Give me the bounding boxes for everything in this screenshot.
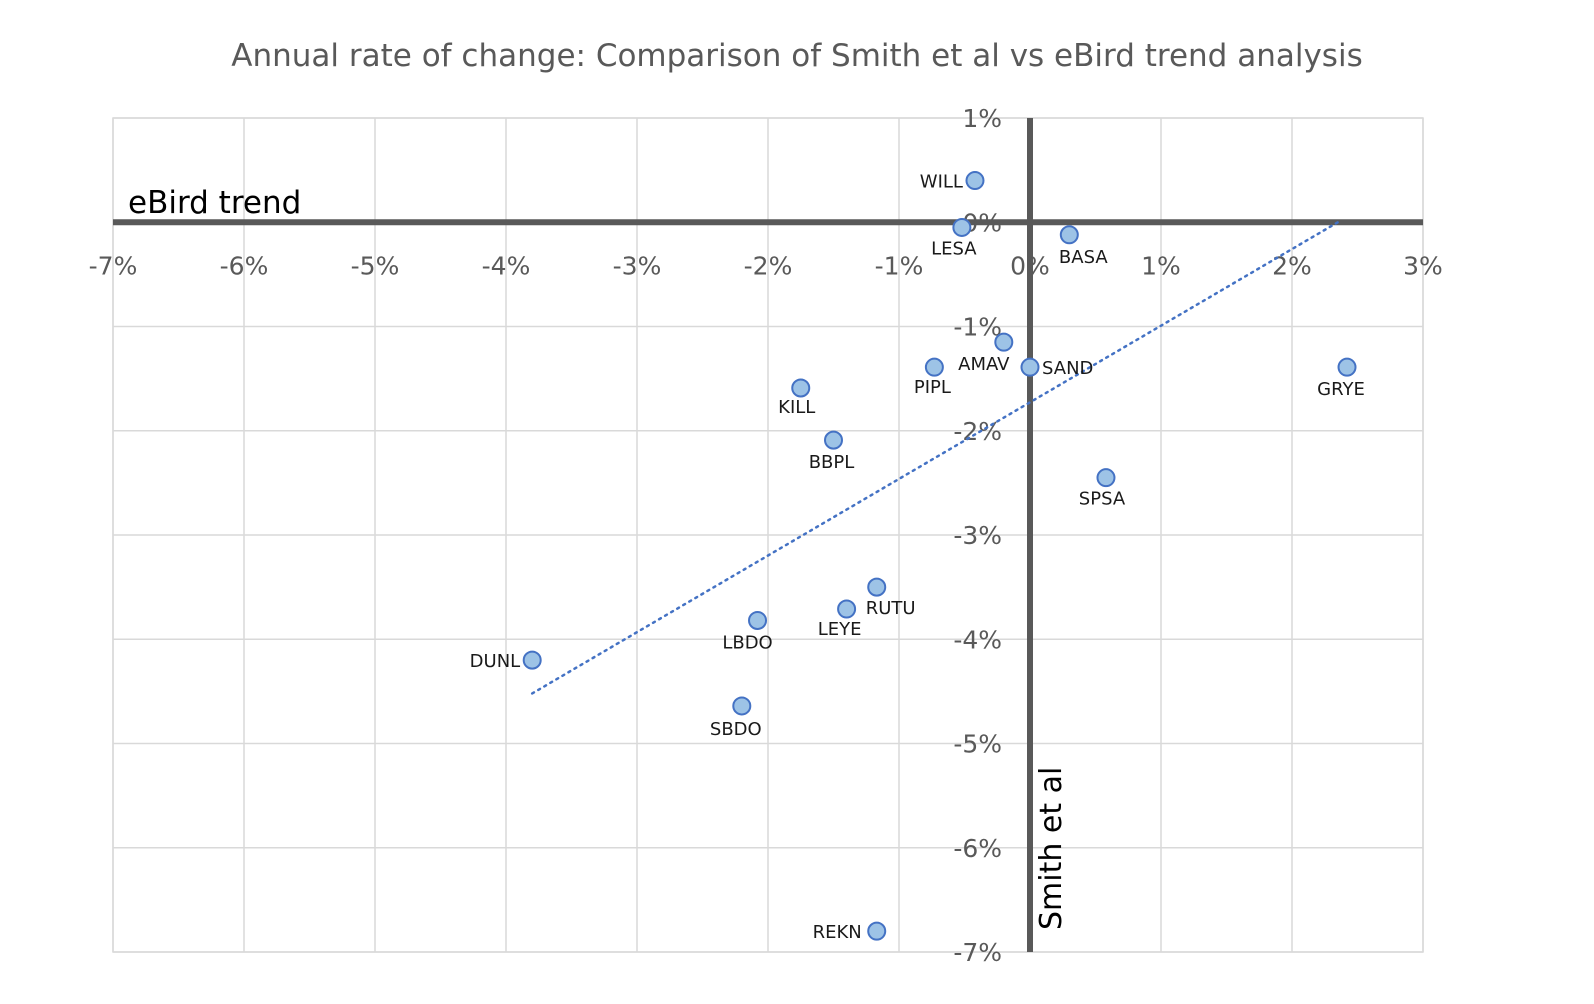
point-label-pipl: PIPL <box>914 377 951 398</box>
x-tick-label: 1% <box>1141 251 1181 280</box>
data-points <box>522 171 1357 941</box>
point-rekn <box>867 921 887 941</box>
y-tick-label: -6% <box>953 834 1002 863</box>
x-tick-label: -1% <box>875 251 924 280</box>
y-tick-label: -2% <box>953 417 1002 446</box>
plot-border <box>112 117 1424 953</box>
x-tick-label: -2% <box>744 251 793 280</box>
point-spsa <box>1096 468 1116 488</box>
point-label-grye: GRYE <box>1317 379 1365 400</box>
point-label-will: WILL <box>920 172 963 193</box>
point-label-spsa: SPSA <box>1079 489 1126 510</box>
point-label-basa: BASA <box>1059 247 1108 268</box>
point-label-sbdo: SBDO <box>710 719 762 740</box>
y-tick-label: -4% <box>953 625 1002 654</box>
point-label-rekn: REKN <box>813 922 862 943</box>
x-tick-label: 2% <box>1272 251 1312 280</box>
point-basa <box>1059 225 1079 245</box>
point-kill <box>791 378 811 398</box>
x-tick-label: -6% <box>220 251 269 280</box>
point-lbdo <box>748 610 768 630</box>
point-rutu <box>867 577 887 597</box>
trendline <box>530 221 1340 695</box>
smith-et-al-axis-label: Smith et al <box>1034 767 1069 930</box>
point-label-lbdo: LBDO <box>722 632 772 653</box>
point-dunl <box>522 650 542 670</box>
x-tick-label: -3% <box>613 251 662 280</box>
x-tick-label: -5% <box>351 251 400 280</box>
ebird-trend-axis-label: eBird trend <box>128 185 301 221</box>
point-label-dunl: DUNL <box>470 651 521 672</box>
chart-title: Annual rate of change: Comparison of Smi… <box>231 38 1363 74</box>
point-amav <box>994 332 1014 352</box>
y-tick-label: -5% <box>953 730 1002 759</box>
point-label-kill: KILL <box>778 397 815 418</box>
x-tick-label: 3% <box>1403 251 1443 280</box>
point-leye <box>837 599 857 619</box>
point-lesa <box>952 217 972 237</box>
point-label-bbpl: BBPL <box>809 452 855 473</box>
y-tick-label: -7% <box>953 938 1002 967</box>
point-labels: WILL LESA BASA AMAV PIPL SAND GRYE KILL BBPL SPSA… <box>470 172 1365 944</box>
x-tick-label: 0% <box>1010 251 1050 280</box>
point-grye <box>1337 357 1357 377</box>
point-label-sand: SAND <box>1042 358 1093 379</box>
y-tick-label: -1% <box>953 313 1002 342</box>
point-sand <box>1020 357 1040 377</box>
point-pipl <box>924 357 944 377</box>
point-will <box>965 171 985 191</box>
point-sbdo <box>732 696 752 716</box>
point-label-amav: AMAV <box>958 354 1010 375</box>
x-tick-labels: -7% -6% -5% -4% -3% -2% -1% 0% 1% 2% 3% <box>89 251 1443 280</box>
point-label-leye: LEYE <box>818 619 862 640</box>
x-tick-label: -7% <box>89 251 138 280</box>
point-bbpl <box>824 430 843 450</box>
y-tick-label: 1% <box>962 104 1002 133</box>
point-label-lesa: LESA <box>931 238 977 259</box>
x-tick-label: -4% <box>482 251 531 280</box>
point-label-rutu: RUTU <box>866 598 916 619</box>
y-tick-label: -3% <box>953 521 1002 550</box>
